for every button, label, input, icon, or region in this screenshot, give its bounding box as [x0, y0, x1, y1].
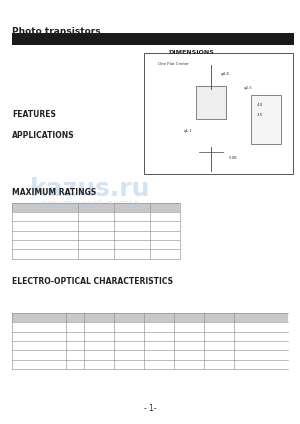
Text: 5.08: 5.08 — [229, 156, 237, 160]
FancyBboxPatch shape — [12, 33, 294, 45]
Text: APPLICATIONS: APPLICATIONS — [12, 131, 75, 140]
Text: 4.0: 4.0 — [257, 103, 263, 107]
Text: FEATURES: FEATURES — [12, 110, 56, 119]
Text: ЭЛЕКТРОННЫЙ  ПОРТАЛ: ЭЛЕКТРОННЫЙ ПОРТАЛ — [42, 201, 138, 210]
Text: φ4.8: φ4.8 — [221, 72, 230, 76]
Text: kazus.ru: kazus.ru — [30, 177, 150, 201]
Text: 3.5: 3.5 — [257, 113, 263, 117]
Text: Photo transistors: Photo transistors — [12, 27, 101, 36]
Text: MAXIMUM RATINGS: MAXIMUM RATINGS — [12, 188, 96, 197]
FancyBboxPatch shape — [12, 203, 180, 212]
Text: φ3.5: φ3.5 — [244, 86, 252, 90]
FancyBboxPatch shape — [196, 86, 226, 120]
FancyBboxPatch shape — [144, 53, 292, 174]
Text: - 1-: - 1- — [144, 404, 156, 413]
FancyBboxPatch shape — [12, 313, 288, 322]
Text: ELECTRO-OPTICAL CHARACTERISTICS: ELECTRO-OPTICAL CHARACTERISTICS — [12, 277, 173, 286]
Text: φ1.1: φ1.1 — [184, 128, 193, 133]
FancyBboxPatch shape — [251, 95, 280, 144]
Text: DIMENSIONS: DIMENSIONS — [168, 50, 214, 55]
Text: One Flat Center: One Flat Center — [158, 62, 189, 66]
